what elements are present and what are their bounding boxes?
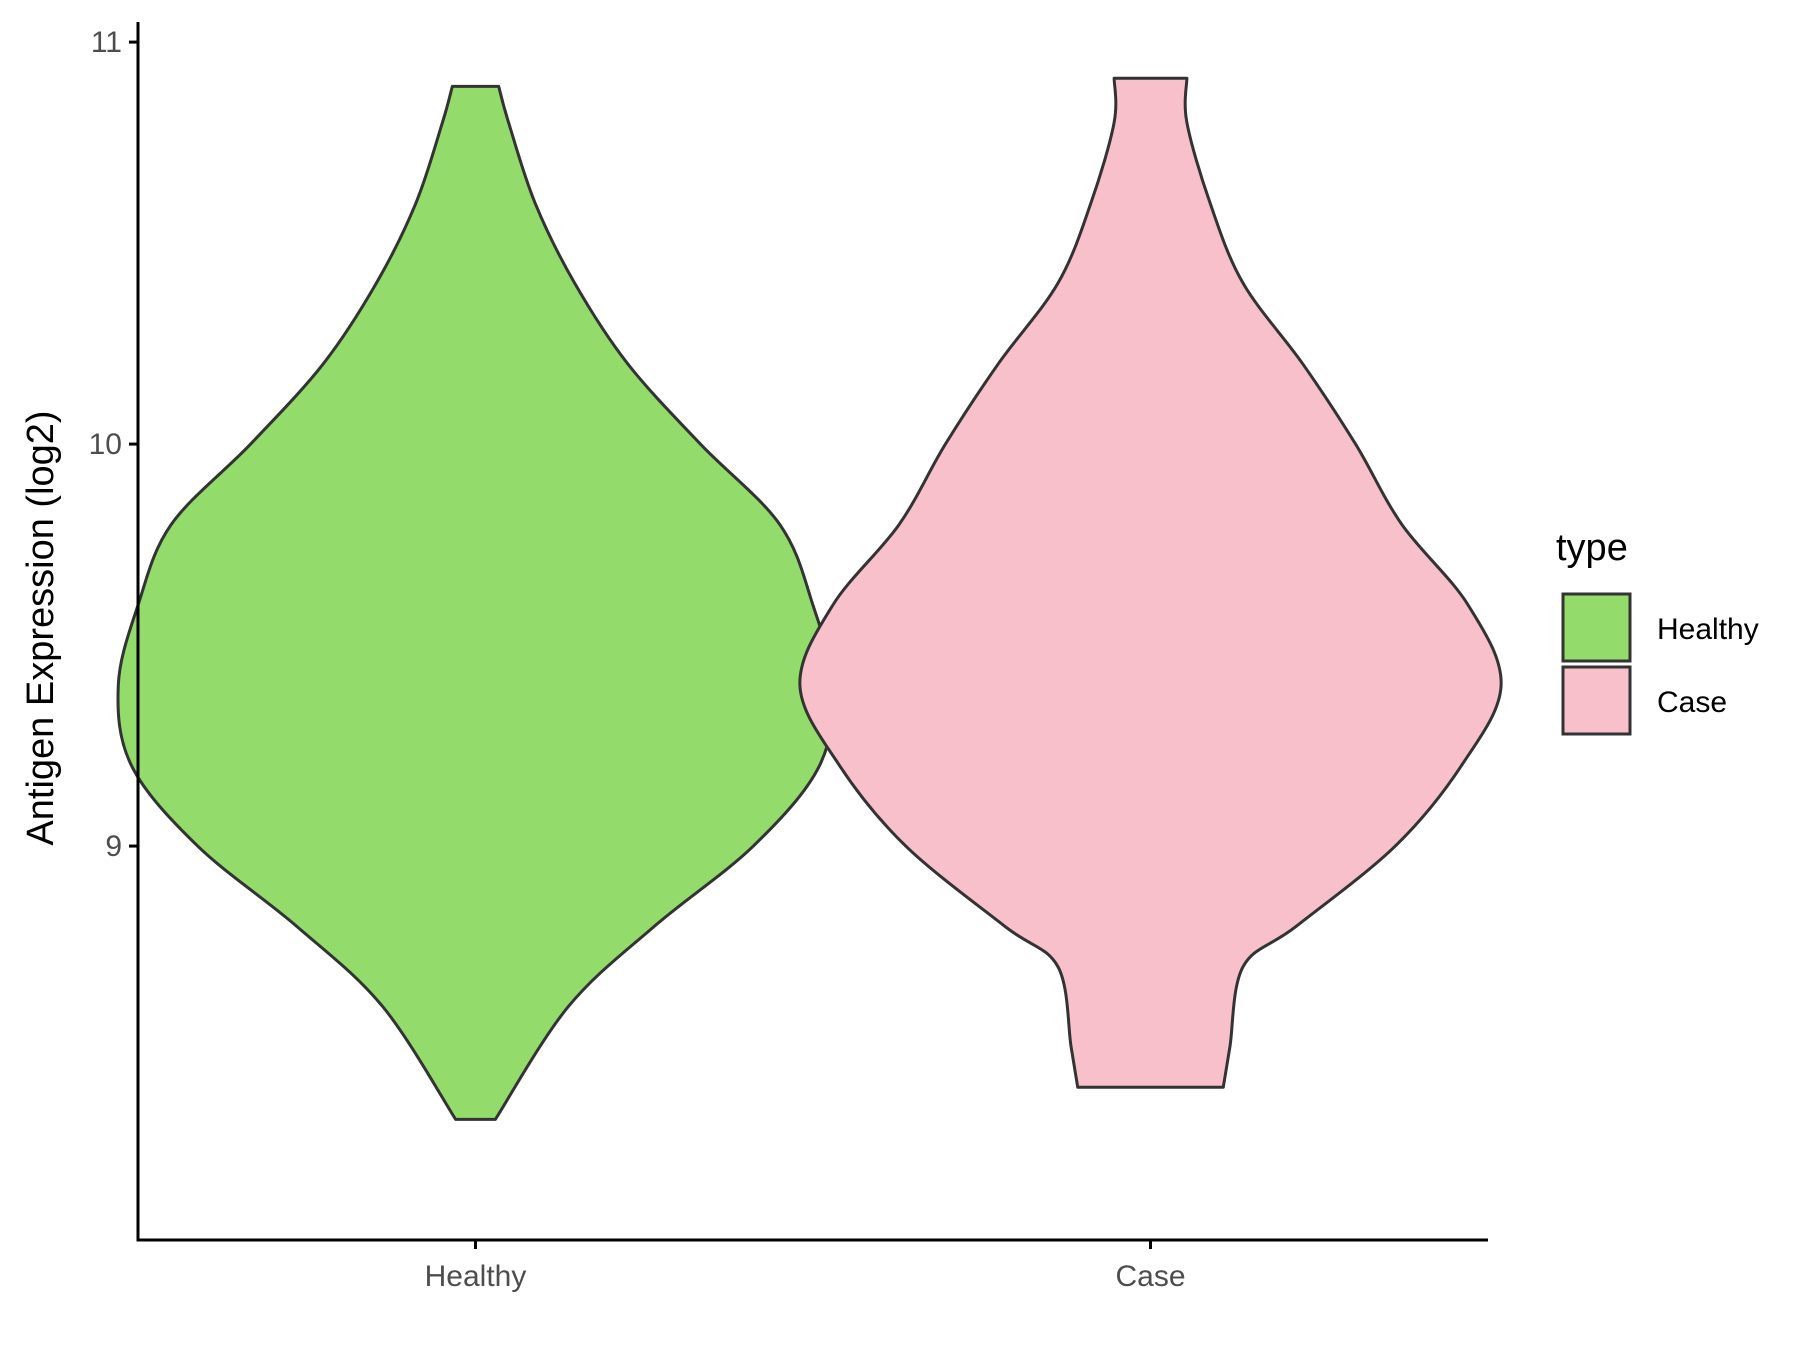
y-tick-label-11: 11 — [91, 26, 122, 59]
y-ticks: 9 10 11 — [89, 26, 138, 863]
legend-label-healthy: Healthy — [1657, 613, 1759, 646]
legend-label-case: Case — [1657, 686, 1727, 719]
violin-healthy — [116, 84, 835, 1121]
legend-title: type — [1556, 527, 1628, 569]
y-tick-label-10: 10 — [89, 428, 122, 461]
x-tick-label-healthy: Healthy — [425, 1260, 527, 1293]
legend-key-healthy — [1561, 592, 1632, 663]
x-tick-label-case: Case — [1115, 1260, 1185, 1293]
y-axis-title: Antigen Expression (log2) — [20, 410, 62, 845]
violins-layer — [116, 76, 1503, 1121]
legend: type Healthy Case — [1556, 527, 1759, 736]
violin-case — [798, 76, 1503, 1089]
legend-key-case — [1561, 665, 1632, 736]
axes: 9 10 11 Healthy Case — [89, 22, 1488, 1293]
y-tick-label-9: 9 — [105, 830, 122, 863]
x-ticks: Healthy Case — [425, 1240, 1186, 1293]
legend-entries: Healthy Case — [1561, 592, 1759, 736]
